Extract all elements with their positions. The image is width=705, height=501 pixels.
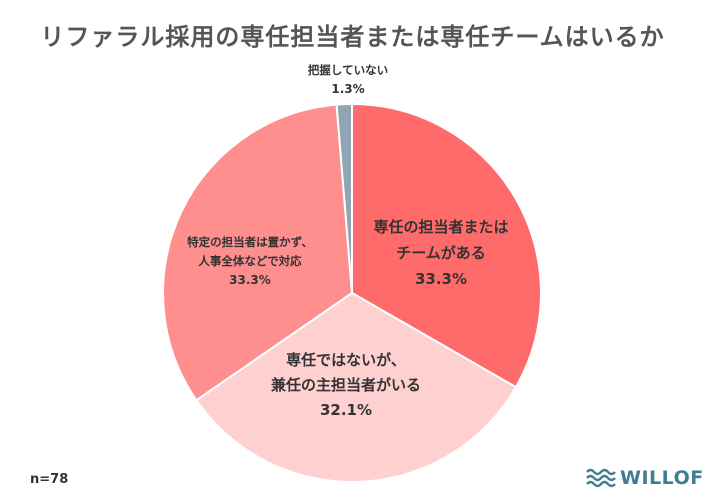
slice-concurrent-lead-label-line-1: 専任ではないが、 — [286, 351, 406, 369]
willof-logo: WILLOF — [586, 464, 703, 492]
slice-hr-general-value-label: 33.3% — [229, 273, 271, 287]
slice-unknown — [335, 102, 353, 294]
slice-dedicated-team-label-line-1: 専任の担当者または — [373, 218, 508, 236]
logo-text: WILLOF — [620, 467, 704, 489]
pie-slices — [162, 102, 542, 483]
slice-unknown-label-line-1: 把握していない — [308, 63, 388, 77]
slice-dedicated-team — [351, 102, 542, 389]
slice-concurrent-lead-value-label: 32.1% — [320, 401, 372, 419]
wave-icon — [586, 468, 616, 488]
slice-hr-general-label-line-2: 人事全体などで対応 — [198, 254, 302, 268]
slice-unknown-value-label: 1.3% — [331, 82, 364, 96]
sample-size-label: n=78 — [30, 472, 69, 487]
chart-title: リファラル採用の専任担当者または専任チームはいるか — [40, 23, 665, 51]
slice-concurrent-lead — [194, 291, 518, 483]
slice-dedicated-team-label-line-2: チームがある — [396, 244, 486, 262]
slice-hr-general — [162, 103, 354, 402]
slice-hr-general-label-line-1: 特定の担当者は置かず、 — [187, 235, 313, 249]
slice-concurrent-lead-label-line-2: 兼任の主担当者がいる — [271, 376, 421, 394]
slice-dedicated-team-value-label: 33.3% — [415, 270, 467, 288]
